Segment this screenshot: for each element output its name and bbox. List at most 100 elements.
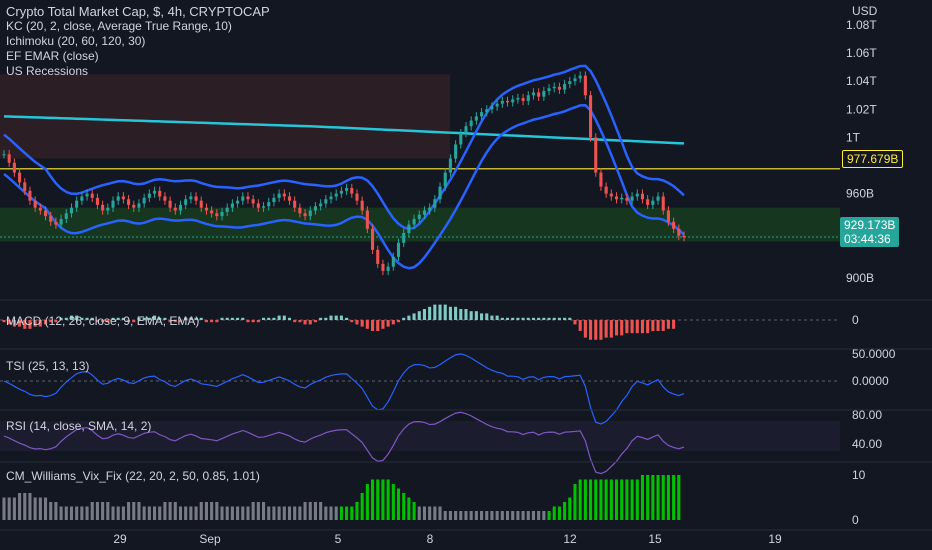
candle-body [194, 196, 198, 201]
candle-body [178, 204, 183, 211]
candle-body [303, 213, 307, 217]
macd-hist-bar [137, 317, 141, 320]
macd-hist-bar [490, 315, 494, 320]
macd-hist-bar [90, 317, 94, 320]
last-price-value: 929.173B [844, 218, 896, 232]
candle-body [620, 197, 624, 200]
candle-body [95, 197, 99, 205]
macd-hist-bar [38, 320, 42, 327]
legend-kc[interactable]: KC (20, 2, close, Average True Range, 10… [6, 19, 232, 33]
rsi-pane[interactable] [0, 411, 840, 475]
macd-hist-bar [371, 320, 375, 331]
legend-ichimoku[interactable]: Ichimoku (20, 60, 120, 30) [6, 34, 146, 48]
x-tick-label: 8 [427, 532, 434, 546]
vix-bar [246, 506, 250, 520]
vix-bar [505, 511, 510, 520]
macd-hist-bar [391, 320, 395, 325]
vix-bar [319, 502, 323, 520]
vix-bar [69, 506, 74, 520]
candle-body [261, 206, 266, 208]
vix-bar [90, 502, 94, 520]
macd-hist-bar [422, 309, 427, 320]
legend-emar[interactable]: EF EMAR (close) [6, 49, 99, 63]
candle-body [454, 144, 458, 159]
vix-bar [345, 506, 349, 520]
candle-body [376, 249, 380, 264]
candle-body [547, 88, 551, 92]
vix-bar [386, 479, 390, 520]
macd-hist-bar [194, 317, 198, 320]
candle-body [443, 172, 447, 187]
vix-bar [443, 511, 447, 520]
vix-bar [313, 502, 317, 520]
vix-bar [28, 493, 32, 520]
candle-body [651, 200, 655, 205]
candle-body [121, 196, 125, 200]
macd-hist-bar [666, 320, 670, 329]
candle-body [609, 193, 613, 197]
macd-legend[interactable]: MACD (12, 26, close, 9, EMA, EMA) [6, 314, 200, 328]
vix-bar [402, 493, 406, 520]
vix-bar [152, 506, 157, 520]
macd-hist-bar [168, 320, 172, 323]
macd-hist-bar [101, 320, 105, 323]
macd-hist-bar [511, 317, 515, 320]
vix-bar [547, 511, 551, 520]
macd-hist-bar [428, 306, 432, 320]
countdown: 03:44:36 [844, 232, 891, 246]
vix-bar [350, 506, 354, 520]
candle-body [90, 193, 94, 198]
vix-bar [656, 475, 660, 520]
candle-body [313, 206, 317, 211]
x-tick-label: 15 [648, 532, 662, 546]
candle-body [485, 109, 489, 113]
macd-hist-bar [599, 320, 603, 340]
main-price-pane[interactable] [0, 64, 840, 276]
chart-title: Crypto Total Market Cap, $, 4h, CRYPTOCA… [6, 4, 270, 19]
candle-body [490, 106, 494, 110]
macd-hist-bar [412, 313, 416, 320]
vix-bar [111, 506, 115, 520]
vix-bar [428, 506, 432, 520]
candle-body [480, 112, 484, 117]
vix-bar [204, 502, 208, 520]
candle-body [236, 200, 240, 204]
macd-hist-bar [303, 320, 307, 325]
macd-hist-bar [158, 317, 162, 320]
macd-hist-bar [646, 320, 650, 334]
vix-bar [272, 506, 276, 520]
vix-bar [33, 497, 37, 520]
vix-bar [256, 502, 260, 520]
vix-bar [308, 502, 312, 520]
rsi-legend[interactable]: RSI (14, close, SMA, 14, 2) [6, 419, 152, 433]
macd-hist-bar [448, 306, 452, 320]
vix-tick-label: 0 [852, 513, 859, 527]
vix-bar [106, 502, 110, 520]
tsi-legend[interactable]: TSI (25, 13, 13) [6, 359, 90, 373]
candle-body [656, 196, 660, 201]
vix-legend[interactable]: CM_Williams_Vix_Fix (22, 20, 2, 50, 0.85… [6, 469, 260, 483]
vix-bar [230, 506, 234, 520]
legend-recessions[interactable]: US Recessions [6, 64, 89, 78]
candle-body [215, 213, 219, 217]
vix-bar [267, 506, 271, 520]
candle-body [635, 193, 639, 197]
macd-hist-bar [542, 317, 546, 320]
macd-hist-bar [230, 317, 234, 320]
macd-pane[interactable] [0, 304, 840, 340]
vix-bar [287, 506, 292, 520]
candle-body [630, 196, 634, 201]
macd-hist-bar [376, 320, 380, 331]
macd-hist-bar [28, 320, 32, 329]
vix-bar [666, 475, 670, 520]
vix-pane[interactable] [2, 475, 681, 520]
ichimoku-cloud [0, 74, 450, 159]
vix-bar [640, 475, 645, 520]
candle-body [64, 213, 68, 219]
macd-hist-bar [531, 317, 536, 320]
vix-bar [241, 506, 245, 520]
vix-bar [23, 493, 27, 520]
tsi-pane[interactable] [0, 353, 840, 425]
vix-bar [173, 502, 177, 520]
